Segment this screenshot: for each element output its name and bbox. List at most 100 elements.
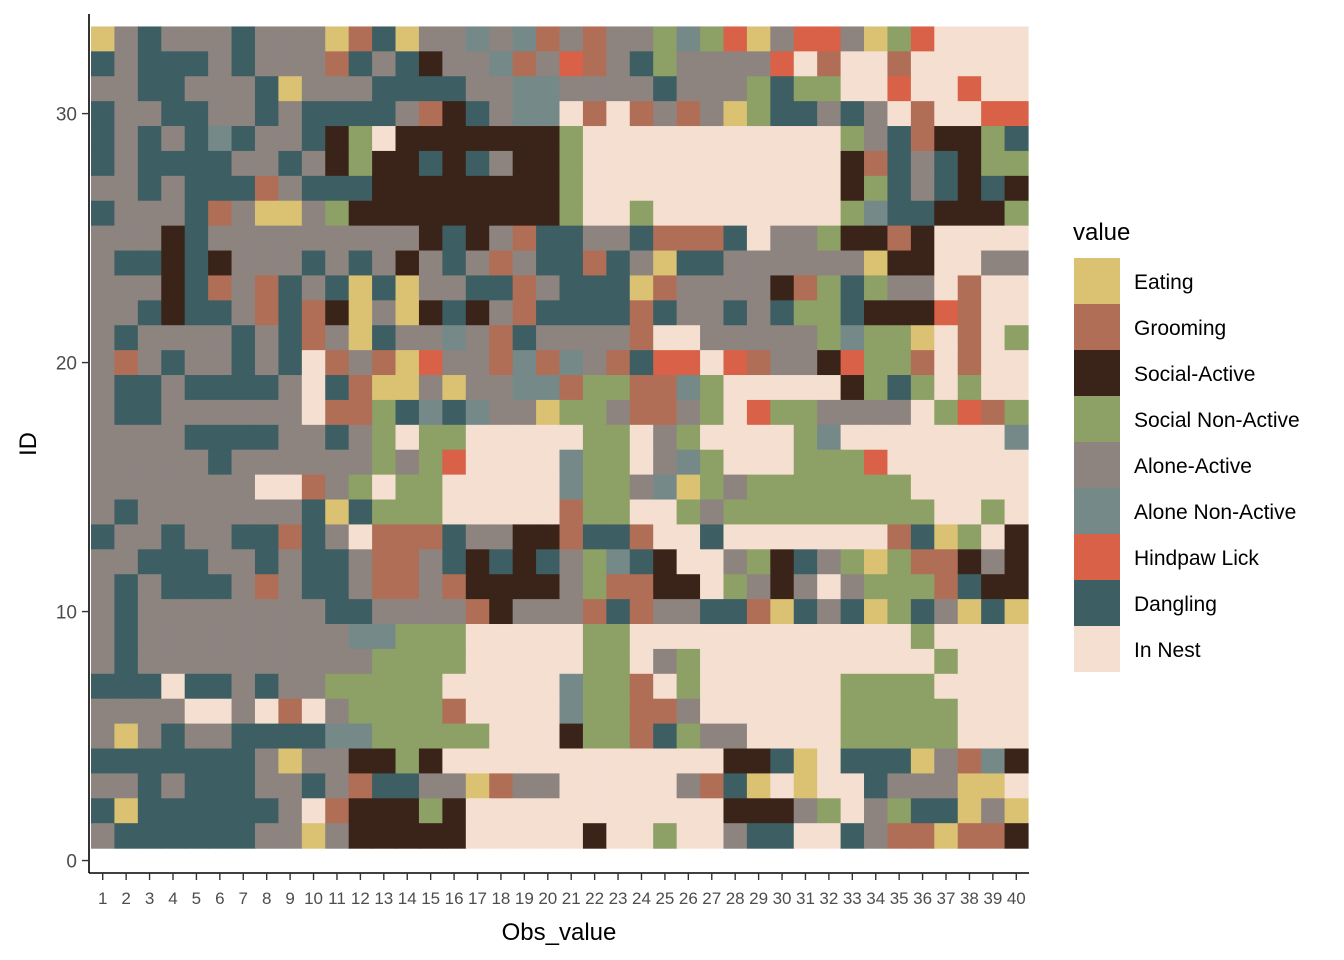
heatmap-cell	[887, 51, 912, 77]
heatmap-cell	[465, 823, 490, 849]
heatmap-cell	[512, 424, 537, 451]
heatmap-cell	[278, 325, 303, 351]
heatmap-cell	[254, 624, 279, 650]
heatmap-cell	[817, 26, 842, 52]
heatmap-cell	[700, 300, 725, 326]
heatmap-cell	[184, 275, 209, 301]
heatmap-cell	[465, 599, 490, 625]
heatmap-cell	[489, 499, 514, 526]
heatmap-cell	[395, 424, 420, 451]
heatmap-cell	[348, 126, 373, 152]
heatmap-cell	[629, 574, 654, 600]
heatmap-cell	[301, 549, 326, 575]
x-tick-label: 23	[609, 889, 628, 908]
heatmap-cell	[161, 275, 186, 301]
heatmap-cell	[957, 375, 982, 401]
heatmap-cell	[208, 375, 233, 401]
heatmap-cell	[465, 698, 490, 725]
heatmap-cell	[957, 26, 982, 52]
heatmap-cell	[700, 673, 725, 700]
heatmap-cell	[114, 101, 139, 127]
heatmap-cell	[887, 449, 912, 476]
heatmap-cell	[442, 599, 467, 625]
heatmap-cell	[254, 101, 279, 127]
heatmap-cell	[606, 424, 631, 451]
heatmap-cell	[653, 350, 678, 376]
heatmap-cell	[161, 399, 186, 426]
heatmap-cell	[864, 76, 889, 102]
x-tick-label: 22	[585, 889, 604, 908]
heatmap-cell	[700, 150, 725, 177]
heatmap-cell	[934, 698, 959, 725]
heatmap-cell	[629, 26, 654, 52]
heatmap-cell	[325, 823, 350, 849]
heatmap-cell	[489, 449, 514, 476]
heatmap-cell	[957, 449, 982, 476]
heatmap-cell	[536, 773, 561, 799]
x-tick-label: 24	[632, 889, 651, 908]
heatmap-cell	[817, 599, 842, 625]
heatmap-cell	[114, 773, 139, 799]
heatmap-cell	[465, 673, 490, 700]
heatmap-cell	[208, 698, 233, 725]
heatmap-cell	[254, 499, 279, 526]
heatmap-cell	[793, 524, 818, 550]
heatmap-cell	[442, 150, 467, 177]
heatmap-cell	[91, 76, 116, 102]
heatmap-cell	[910, 250, 935, 277]
heatmap-cell	[161, 449, 186, 476]
heatmap-cell	[91, 499, 116, 526]
heatmap-cell	[770, 250, 795, 277]
heatmap-cell	[114, 76, 139, 102]
heatmap-cell	[1004, 375, 1029, 401]
heatmap-cell	[559, 275, 584, 301]
heatmap-cell	[254, 76, 279, 102]
heatmap-cell	[489, 823, 514, 849]
heatmap-cell	[676, 424, 701, 451]
heatmap-cell	[465, 300, 490, 326]
heatmap-cell	[208, 325, 233, 351]
heatmap-cell	[770, 698, 795, 725]
heatmap-cell	[489, 399, 514, 426]
heatmap-cell	[723, 399, 748, 426]
heatmap-cell	[418, 399, 443, 426]
heatmap-cell	[325, 150, 350, 177]
heatmap-cell	[887, 126, 912, 152]
heatmap-cell	[418, 574, 443, 600]
heatmap-cell	[746, 449, 771, 476]
heatmap-cell	[957, 399, 982, 426]
heatmap-cell	[465, 325, 490, 351]
heatmap-cell	[278, 773, 303, 799]
heatmap-cell	[465, 798, 490, 824]
heatmap-cell	[817, 76, 842, 102]
heatmap-cell	[114, 350, 139, 376]
heatmap-cell	[606, 225, 631, 252]
heatmap-cell	[325, 200, 350, 227]
heatmap-cell	[372, 399, 397, 426]
heatmap-cell	[208, 823, 233, 849]
heatmap-cell	[817, 723, 842, 750]
heatmap-cell	[325, 748, 350, 775]
heatmap-cell	[887, 798, 912, 824]
heatmap-cell	[582, 474, 607, 501]
heatmap-cell	[254, 798, 279, 824]
heatmap-cell	[372, 574, 397, 600]
heatmap-cell	[161, 26, 186, 52]
heatmap-cell	[348, 648, 373, 675]
heatmap-cell	[418, 723, 443, 750]
heatmap-cell	[770, 499, 795, 526]
heatmap-cell	[934, 773, 959, 799]
heatmap-cell	[559, 101, 584, 127]
heatmap-cell	[301, 823, 326, 849]
heatmap-cell	[910, 748, 935, 775]
heatmap-cell	[1004, 325, 1029, 351]
heatmap-cell	[301, 773, 326, 799]
heatmap-cell	[887, 673, 912, 700]
heatmap-cell	[372, 126, 397, 152]
heatmap-cell	[864, 673, 889, 700]
heatmap-cell	[653, 624, 678, 650]
heatmap-cell	[372, 698, 397, 725]
heatmap-cell	[606, 449, 631, 476]
heatmap-cell	[301, 225, 326, 252]
heatmap-cell	[325, 723, 350, 750]
